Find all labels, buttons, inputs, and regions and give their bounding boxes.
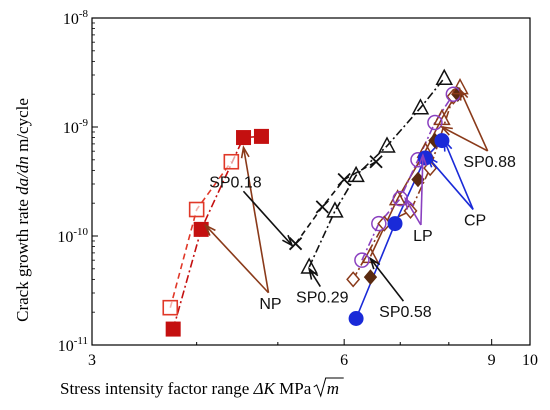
- y-axis-label: Crack growth rate da/dn m/cycle: [13, 98, 32, 322]
- annotation-label-np: NP: [259, 296, 281, 313]
- point-SP018-0: [288, 237, 303, 251]
- svg-text:Stress intensity factor range: Stress intensity factor range ΔK MPa: [60, 379, 312, 398]
- point-NP_filled-3: [253, 128, 269, 144]
- point-LP-0: [354, 252, 370, 268]
- point-NP_open-2: [223, 153, 240, 170]
- point-SP029-3: [378, 136, 396, 153]
- annotation-arrow-cp-0: [443, 140, 474, 210]
- annotations: NP SP0.18 SP0.29 SP0.58 SP0.88 LP CP: [204, 87, 516, 321]
- point-SP018-3: [369, 155, 383, 169]
- y-axis-label-text: Crack growth rate: [13, 195, 32, 322]
- point-SP058-0: [346, 271, 361, 288]
- point-SP029-0: [300, 257, 318, 274]
- x-axis-label-italic: ΔK: [253, 379, 277, 398]
- point-SP029-2: [347, 165, 365, 183]
- point-LP-4: [427, 114, 443, 131]
- y-tick-label-3: 10-8: [63, 8, 89, 28]
- x-axis-label-text: Stress intensity factor range: [60, 379, 254, 398]
- series-line-SP018: [294, 161, 377, 245]
- annotation-label-sp058: SP0.58: [379, 304, 432, 321]
- x-tick-label-2: 9: [488, 352, 496, 369]
- point-NP_filled-1: [193, 221, 209, 237]
- annotation-arrow-sp018-0: [242, 190, 293, 246]
- axis-ticks: 3 6 9 10 10-11 10-10 10-9 10-8: [57, 8, 538, 369]
- series-line-NP_filled: [172, 135, 262, 330]
- series-line-SP029: [308, 77, 445, 268]
- point-NP_open-0: [162, 299, 179, 316]
- annotation-arrow-sp058-0: [369, 258, 405, 302]
- annotation-arrow-sp088-0: [441, 126, 489, 152]
- point-LP-1: [371, 215, 387, 232]
- point-NP_filled-2: [236, 130, 252, 146]
- point-SP029-5: [435, 68, 453, 86]
- annotation-label-cp: CP: [464, 212, 486, 229]
- annotation-arrowhead-cp-0: [443, 138, 453, 152]
- annotation-arrowhead-lp-0: [404, 196, 415, 210]
- annotation-arrowhead-cp-1: [426, 155, 438, 168]
- annotation-arrow-cp-1: [427, 156, 474, 210]
- point-LP-2: [392, 190, 408, 207]
- point-NP_filled-0: [165, 321, 181, 337]
- annotation-label-lp: LP: [413, 228, 433, 245]
- point-SP018-2: [337, 172, 351, 187]
- plot-frame: [91, 17, 531, 346]
- point-SP029-1: [326, 201, 344, 218]
- annotation-arrowhead-sp088-1: [459, 87, 469, 101]
- annotation-arrow-lp-0: [404, 198, 422, 226]
- annotation-arrow-lp-1: [420, 155, 424, 226]
- annotation-label-sp088: SP0.88: [463, 154, 516, 171]
- x-axis-label: Stress intensity factor range ΔK MPa m: [60, 377, 344, 398]
- point-SP018-1: [315, 200, 329, 214]
- annotation-arrowhead-np-1: [240, 145, 250, 159]
- annotation-arrow-np-1: [242, 147, 270, 293]
- series-line-CP: [355, 140, 443, 319]
- annotation-arrowhead-sp018-0: [282, 234, 294, 248]
- y-tick-label-1: 10-10: [57, 226, 88, 246]
- annotation-arrow-sp029-0: [308, 268, 321, 288]
- annotation-arrow-np-0: [205, 224, 270, 294]
- point-SP058f-0: [363, 269, 378, 285]
- annotation-arrow-sp088-1: [459, 89, 489, 152]
- x-tick-label-3: 10: [522, 352, 538, 369]
- x-axis-label-unit: MPa: [275, 379, 312, 398]
- y-tick-label-0: 10-11: [58, 335, 88, 355]
- annotation-label-sp018: SP0.18: [209, 174, 262, 191]
- x-tick-label-1: 6: [340, 352, 348, 369]
- y-tick-label-2: 10-9: [63, 117, 89, 137]
- y-axis-label-italic: da/dn: [13, 156, 32, 195]
- series-markers: [162, 68, 469, 337]
- point-SP029-4: [411, 98, 430, 115]
- annotation-arrowhead-sp088-0: [439, 125, 453, 136]
- sqrt-symbol: [313, 377, 344, 398]
- annotation-arrowhead-np-0: [204, 223, 216, 236]
- annotation-arrowhead-lp-1: [418, 152, 428, 166]
- point-CP-1: [387, 216, 403, 232]
- x-axis-label-sqrt-m: m: [327, 379, 339, 398]
- annotation-arrowhead-sp058-0: [369, 256, 381, 270]
- point-NP_open-1: [188, 201, 205, 218]
- annotation-label-sp029: SP0.29: [296, 290, 349, 307]
- annotation-arrowhead-sp029-0: [307, 266, 319, 280]
- x-tick-label-0: 3: [88, 352, 96, 369]
- y-axis-label-unit: m/cycle: [13, 98, 32, 156]
- point-CP-0: [348, 311, 364, 327]
